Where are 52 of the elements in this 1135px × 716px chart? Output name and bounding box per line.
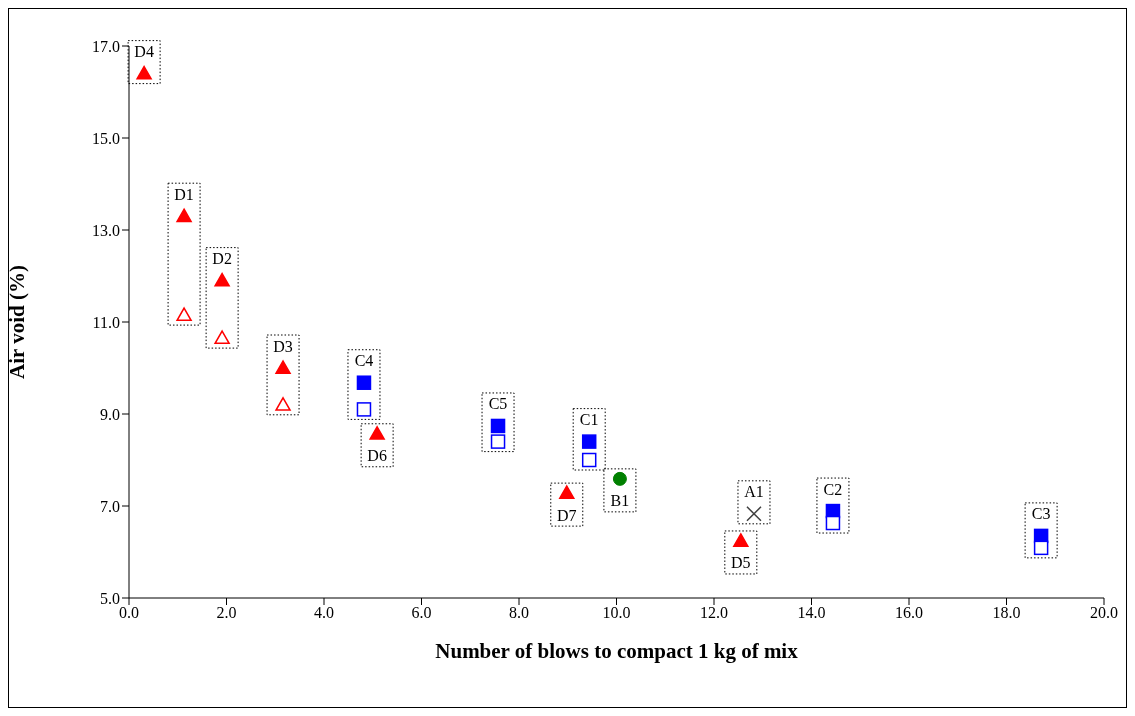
annotation: D4 [134, 43, 154, 61]
x-tick-label: 20.0 [1090, 604, 1118, 622]
annotation: C2 [823, 480, 843, 498]
annotation: D5 [731, 554, 751, 572]
point [136, 65, 152, 80]
annotation: C1 [579, 411, 599, 429]
x-tick-label: 12.0 [700, 604, 728, 622]
annotation: D6 [367, 447, 387, 465]
x-tick-label: 2.0 [216, 604, 237, 622]
point [275, 360, 291, 374]
point [356, 402, 372, 417]
y-tick-label: 7.0 [100, 497, 120, 515]
annotation: B1 [610, 492, 630, 510]
annotation: D3 [273, 337, 293, 355]
point [214, 330, 230, 345]
point [369, 426, 385, 440]
y-tick-label: 17.0 [92, 37, 120, 55]
x-tick-label: 8.0 [509, 604, 529, 622]
x-tick-label: 4.0 [314, 604, 334, 622]
point [746, 506, 762, 522]
y-tick-label: 13.0 [92, 221, 120, 239]
y-tick-label: 9.0 [100, 405, 120, 423]
y-tick-label: 5.0 [100, 589, 120, 607]
annotation: D1 [174, 185, 194, 203]
annotation: C3 [1031, 505, 1051, 523]
annotation: C5 [488, 395, 508, 413]
point [176, 307, 192, 322]
point [733, 533, 749, 547]
point [176, 208, 192, 223]
x-tick-label: 0.0 [119, 604, 139, 622]
point [825, 515, 841, 531]
x-tick-label: 14.0 [797, 604, 826, 622]
x-tick-label: 10.0 [602, 604, 631, 622]
point [1033, 540, 1049, 556]
x-tick-label: 16.0 [895, 604, 923, 622]
annotation: A1 [744, 483, 764, 501]
x-tick-label: 6.0 [411, 604, 432, 622]
annotation: D2 [212, 250, 232, 268]
annotation: C4 [354, 352, 374, 370]
point [559, 485, 575, 500]
annotation: D7 [556, 506, 577, 524]
point [581, 452, 597, 468]
y-axis-title: Air void (%) [5, 265, 30, 379]
point [490, 434, 506, 449]
point [275, 397, 291, 411]
point [356, 375, 372, 390]
point [214, 272, 230, 287]
y-tick-label: 15.0 [92, 129, 120, 147]
x-tick-label: 18.0 [992, 604, 1021, 622]
y-tick-label: 11.0 [92, 313, 120, 331]
point [612, 471, 627, 486]
x-axis-title: Number of blows to compact 1 kg of mix [435, 639, 799, 663]
